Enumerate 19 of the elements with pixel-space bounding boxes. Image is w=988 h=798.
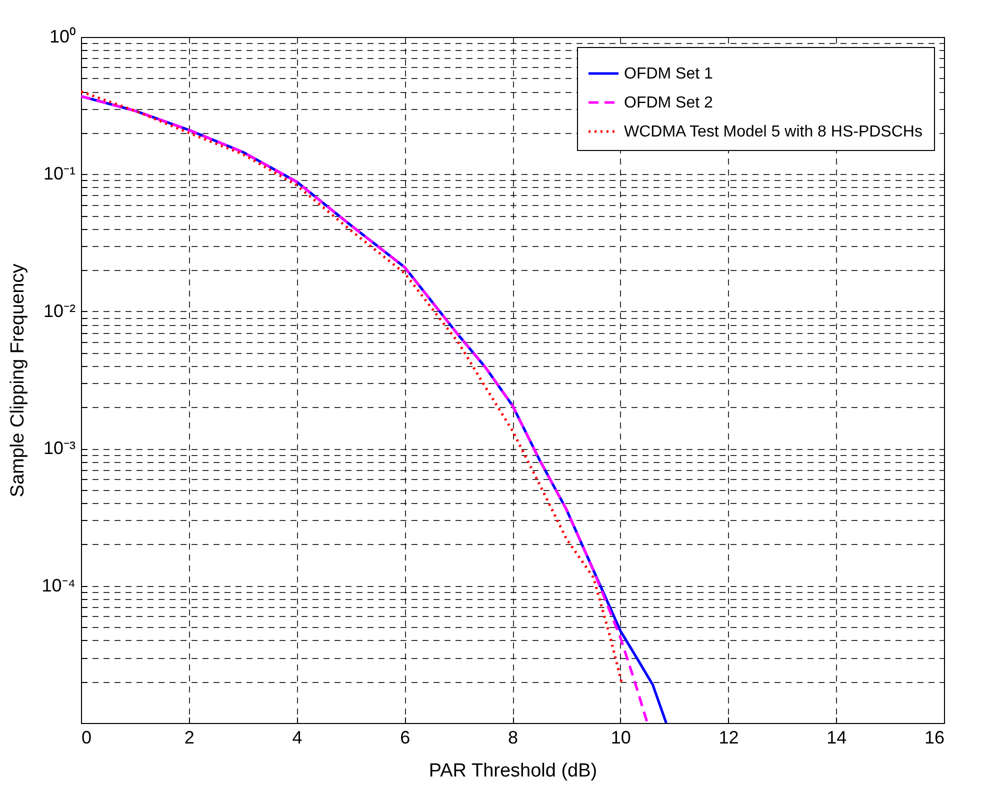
x-tick-label: 0: [82, 728, 92, 748]
legend-label: WCDMA Test Model 5 with 8 HS-PDSCHs: [624, 124, 922, 140]
x-tick-label: 12: [718, 728, 739, 748]
x-axis-title: PAR Threshold (dB): [428, 760, 598, 782]
legend-label: OFDM Set 1: [624, 66, 714, 82]
x-tick-label: 16: [924, 728, 944, 748]
x-tick-label: 10: [610, 728, 631, 748]
x-tick-label: 6: [400, 728, 410, 748]
y-tick-label: 10⁻⁴: [42, 575, 76, 596]
x-tick-label: 14: [826, 728, 847, 748]
y-tick-label: 10⁻¹: [43, 164, 76, 184]
x-tick-label: 4: [292, 728, 302, 748]
y-tick-label: 10⁰: [49, 26, 76, 46]
legend-label: OFDM Set 2: [624, 94, 714, 112]
x-tick-label: 8: [508, 728, 518, 748]
y-tick-label: 10⁻³: [43, 438, 76, 458]
y-tick-label: 10⁻²: [43, 300, 76, 321]
x-tick-label: 2: [184, 728, 194, 748]
y-axis-title: Sample Clipping Frequency: [8, 263, 29, 498]
